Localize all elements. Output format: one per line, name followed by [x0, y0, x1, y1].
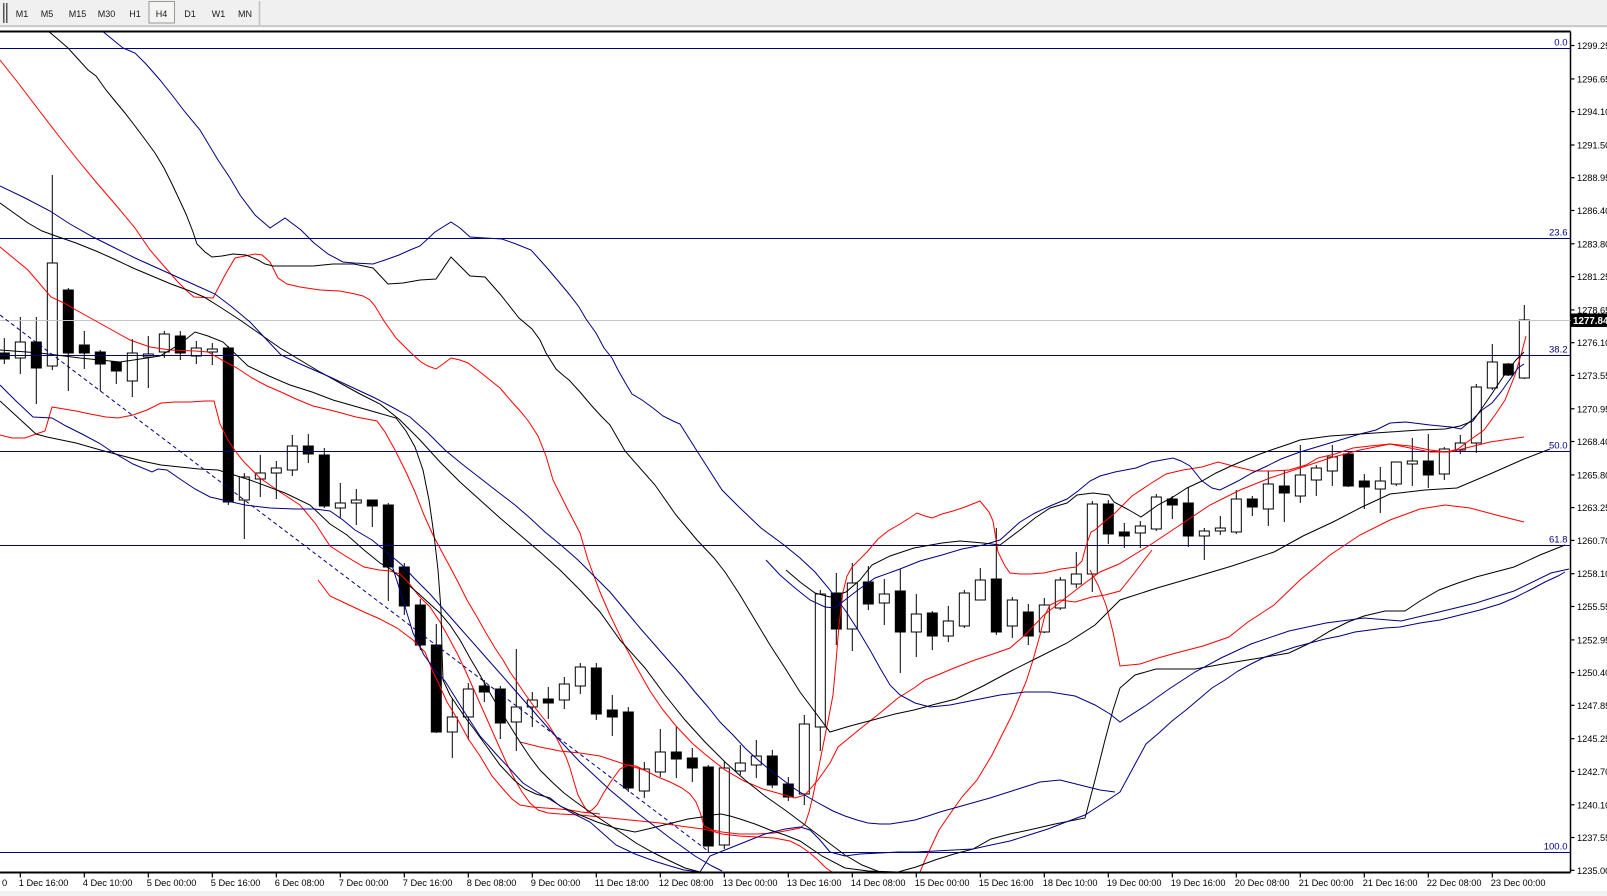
svg-text:1283.80: 1283.80	[1577, 239, 1607, 249]
svg-text:H1: H1	[129, 9, 141, 19]
svg-text:9 Dec 00:00: 9 Dec 00:00	[531, 878, 581, 888]
svg-text:22 Dec 08:00: 22 Dec 08:00	[1427, 878, 1482, 888]
svg-text:1296.65: 1296.65	[1577, 74, 1607, 84]
svg-text:D1: D1	[184, 9, 196, 19]
svg-text:M15: M15	[69, 9, 87, 19]
svg-text:20 Dec 08:00: 20 Dec 08:00	[1235, 878, 1290, 888]
svg-text:1281.25: 1281.25	[1577, 272, 1607, 282]
svg-text:61.8: 61.8	[1549, 535, 1568, 546]
svg-text:6 Dec 08:00: 6 Dec 08:00	[275, 878, 325, 888]
svg-text:1291.50: 1291.50	[1577, 141, 1607, 151]
svg-text:1247.85: 1247.85	[1577, 701, 1607, 711]
svg-text:1258.10: 1258.10	[1577, 569, 1607, 579]
svg-text:1276.10: 1276.10	[1577, 338, 1607, 348]
svg-text:13 Dec 00:00: 13 Dec 00:00	[723, 878, 778, 888]
svg-text:1288.95: 1288.95	[1577, 173, 1607, 183]
svg-text:1294.10: 1294.10	[1577, 107, 1607, 117]
svg-text:MN: MN	[238, 9, 252, 19]
svg-text:M30: M30	[98, 9, 116, 19]
svg-text:50.0: 50.0	[1549, 441, 1568, 452]
svg-text:1240.10: 1240.10	[1577, 800, 1607, 810]
svg-text:1278.65: 1278.65	[1577, 305, 1607, 315]
svg-text:18 Dec 10:00: 18 Dec 10:00	[1043, 878, 1098, 888]
svg-text:1265.80: 1265.80	[1577, 470, 1607, 480]
svg-text:23.6: 23.6	[1549, 228, 1568, 239]
svg-text:5 Dec 00:00: 5 Dec 00:00	[147, 878, 197, 888]
svg-text:15 Dec 16:00: 15 Dec 16:00	[979, 878, 1034, 888]
svg-text:1237.55: 1237.55	[1577, 833, 1607, 843]
svg-text:1277.84: 1277.84	[1573, 316, 1607, 327]
svg-text:100.0: 100.0	[1544, 842, 1568, 853]
svg-text:19 Dec 16:00: 19 Dec 16:00	[1171, 878, 1226, 888]
svg-text:1250.40: 1250.40	[1577, 668, 1607, 678]
svg-text:4 Dec 10:00: 4 Dec 10:00	[83, 878, 133, 888]
svg-text:1242.70: 1242.70	[1577, 767, 1607, 777]
svg-text:14 Dec 08:00: 14 Dec 08:00	[851, 878, 906, 888]
svg-text:1255.55: 1255.55	[1577, 602, 1607, 612]
svg-text:1252.95: 1252.95	[1577, 635, 1607, 645]
svg-text:1263.25: 1263.25	[1577, 503, 1607, 513]
svg-text:W1: W1	[212, 9, 226, 19]
svg-text:1286.40: 1286.40	[1577, 206, 1607, 216]
svg-text:1245.25: 1245.25	[1577, 734, 1607, 744]
svg-text:38.2: 38.2	[1549, 345, 1568, 356]
svg-text:1299.25: 1299.25	[1577, 41, 1607, 51]
svg-text:1273.55: 1273.55	[1577, 371, 1607, 381]
svg-text:15 Dec 00:00: 15 Dec 00:00	[915, 878, 970, 888]
svg-text:13 Dec 16:00: 13 Dec 16:00	[787, 878, 842, 888]
svg-text:21 Dec 00:00: 21 Dec 00:00	[1299, 878, 1354, 888]
svg-text:7 Dec 16:00: 7 Dec 16:00	[403, 878, 453, 888]
svg-text:1270.95: 1270.95	[1577, 404, 1607, 414]
svg-text:1268.40: 1268.40	[1577, 437, 1607, 447]
svg-text:7 Dec 00:00: 7 Dec 00:00	[339, 878, 389, 888]
svg-text:12 Dec 08:00: 12 Dec 08:00	[659, 878, 714, 888]
svg-text:1 Dec 16:00: 1 Dec 16:00	[19, 878, 69, 888]
svg-text:19 Dec 00:00: 19 Dec 00:00	[1107, 878, 1162, 888]
svg-text:1235.00: 1235.00	[1577, 866, 1607, 876]
svg-text:5 Dec 16:00: 5 Dec 16:00	[211, 878, 261, 888]
svg-text:21 Dec 16:00: 21 Dec 16:00	[1363, 878, 1418, 888]
svg-text:H4: H4	[156, 9, 168, 19]
svg-text:1260.70: 1260.70	[1577, 536, 1607, 546]
svg-text:M1: M1	[16, 9, 29, 19]
svg-text:11 Dec 18:00: 11 Dec 18:00	[595, 878, 649, 888]
svg-text:0: 0	[2, 878, 7, 888]
svg-text:M5: M5	[41, 9, 54, 19]
svg-text:0.0: 0.0	[1554, 38, 1567, 49]
svg-text:8 Dec 08:00: 8 Dec 08:00	[467, 878, 517, 888]
svg-text:23 Dec 00:00: 23 Dec 00:00	[1491, 878, 1546, 888]
